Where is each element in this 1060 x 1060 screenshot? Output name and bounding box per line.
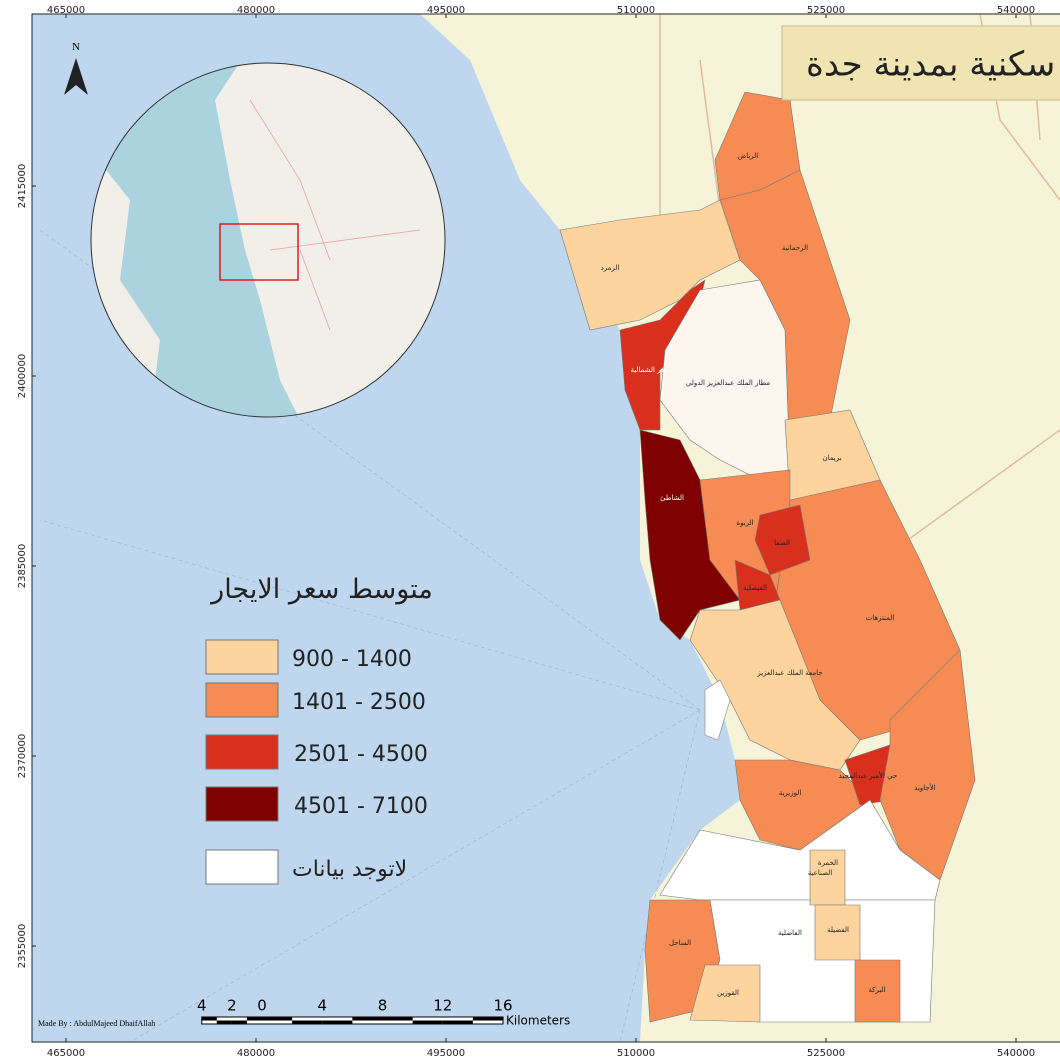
northing-label: 2385000 [17,544,28,589]
coordinates: 465000 465000 480000 480000 495000 495000 5100… [17,5,1035,1059]
legend-swatch [205,786,279,822]
easting-label: 480000 [237,5,275,16]
legend-label: 2501 - 4500 [294,742,428,767]
scale-segment [262,1017,293,1021]
scale-segment [201,1017,217,1021]
scale-segment [231,1020,247,1024]
district-label: الرحمانية [782,244,808,252]
district [854,959,901,1023]
district-label: الوزيرية [779,789,802,797]
easting-label: 510000 [617,1048,655,1059]
district-label: الفضيلة [827,926,849,934]
legend-title: متوسط سعر الايجار [209,574,433,605]
district-label: البركة [868,986,885,994]
district [754,504,811,576]
scale-segment [292,1020,323,1024]
north-arrow [64,58,88,95]
district [639,429,741,641]
easting-label: 465000 [47,1048,85,1059]
easting-label: 525000 [807,1048,845,1059]
inset-extent [219,223,299,281]
scale-label: 16 [493,997,512,1015]
scale-segment [382,1017,413,1021]
scale-label: 2 [227,997,237,1015]
district-label: الصناعية [808,869,832,877]
district [689,964,761,1023]
district-labels: الرياض مطار الملك عبدالعزيز الدولي الشاط… [601,152,936,997]
scale-label: 8 [378,997,388,1015]
scale-segment [412,1020,443,1024]
easting-label: 480000 [237,1048,275,1059]
scale-segment [216,1020,232,1024]
district-label: بريمان [822,454,841,462]
district-label: الساحل [669,939,691,947]
legend-swatch [205,639,279,675]
port [704,679,731,741]
district-label: الفاضلية [778,929,802,937]
district [559,199,741,331]
district-label: أبحر الشمالية [631,365,670,374]
northing-label: 2370000 [17,734,28,779]
legend-swatch [205,734,279,770]
district-label: حي الأمير عبدالمجيد [839,771,898,780]
legend-label: لاتوجد بيانات [292,857,407,882]
scale-label: 12 [433,997,452,1015]
scale-segment [322,1020,353,1024]
easting-label: 540000 [997,5,1035,16]
legend-swatch [205,682,279,718]
district-label: المنتزهات [866,614,895,622]
scale-segment [352,1017,383,1021]
easting-label: 495000 [427,5,465,16]
legend: 900 - 1400 1401 - 2500 2501 - 4500 4501 - 7… [205,639,428,885]
district-label: الأجاويد [914,783,935,792]
district-label: القوزين [717,989,739,997]
district-label: الصفا [774,539,790,547]
legend-label: 1401 - 2500 [292,690,426,715]
northing-label: 2415000 [17,164,28,209]
frame [31,13,1060,1043]
sea-lanes [39,229,701,1043]
easting-label: 540000 [997,1048,1035,1059]
district-label: مطار الملك عبدالعزيز الدولي [686,379,770,387]
scale-segment [246,1017,262,1021]
title-box [781,25,1060,101]
scale-label: 0 [257,997,267,1015]
easting-label: 495000 [427,1048,465,1059]
district [659,799,941,901]
scale-label: 4 [197,997,207,1015]
district-label: الرياض [738,152,759,160]
district-label: الخمرة [818,859,838,867]
northing-label: 2355000 [17,924,28,969]
credit: Made By : AbdulMajeed DhaifAllah [38,1019,155,1028]
legend-label: 4501 - 7100 [294,794,428,819]
scale-segment [442,1020,473,1024]
district-label: الشاطئ [660,494,684,502]
district-label: الفيصلية [743,584,767,592]
district-label: الربوة [736,519,753,527]
northing-label: 2400000 [17,354,28,399]
scale-segment [472,1017,503,1021]
easting-label: 510000 [617,5,655,16]
easting-label: 525000 [807,5,845,16]
easting-label: 465000 [47,5,85,16]
district-label: جامعة الملك عبدالعزيز [756,669,822,677]
district [659,279,791,481]
inset-border [90,62,446,418]
district-label: الزمرد [601,264,620,272]
legend-label: 900 - 1400 [292,647,412,672]
legend-swatch [205,849,279,885]
roads [659,13,1060,561]
districts [559,91,976,1023]
north-label: N [72,41,80,53]
title: سكنية بمدينة جدة [806,45,1055,85]
scale-label: 4 [317,997,327,1015]
scale-unit: Kilometers [506,1014,570,1028]
